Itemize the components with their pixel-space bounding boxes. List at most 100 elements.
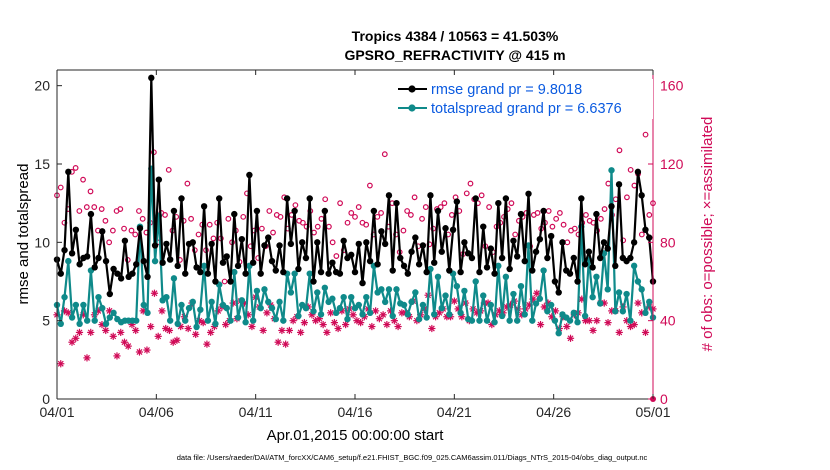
totalspread-point	[340, 293, 347, 301]
rmse-point	[566, 270, 574, 277]
asterisk-stroke	[207, 329, 214, 336]
rmse-point	[404, 270, 412, 277]
assimilated-obs-point	[641, 328, 650, 337]
rmse-point	[91, 264, 98, 271]
totalspread-point	[389, 312, 396, 320]
rmse-point	[189, 239, 196, 246]
rmse-point	[408, 248, 415, 255]
rmse-point	[483, 264, 491, 271]
totalspread-point	[642, 309, 649, 317]
assimilated-obs-point	[536, 320, 545, 329]
rmse-point	[544, 254, 551, 262]
y-tick-label: 15	[34, 156, 50, 172]
rmse-point	[359, 279, 366, 287]
possible-obs-point	[378, 210, 384, 216]
asterisk-stroke	[605, 319, 611, 326]
rmse-point	[495, 199, 502, 207]
rmse-point	[340, 237, 347, 244]
assimilated-obs-point	[259, 326, 267, 335]
rmse-point	[423, 268, 430, 276]
y2-tick-label: 0	[660, 391, 668, 407]
rmse-point	[457, 268, 464, 276]
legend: rmse grand pr = 9.8018 totalspread grand…	[395, 79, 653, 119]
possible-obs-point	[292, 202, 299, 209]
totalspread-point	[404, 311, 412, 318]
rmse-point	[336, 270, 344, 277]
rmse-point	[261, 242, 268, 249]
assimilated-obs-point	[323, 328, 331, 337]
rmse-point	[506, 265, 513, 273]
possible-obs-point	[467, 180, 474, 187]
totalspread-point	[381, 298, 389, 306]
asterisk-stroke	[368, 323, 375, 330]
possible-obs-point	[627, 166, 634, 173]
asterisk-stroke	[136, 349, 143, 355]
totalspread-point	[76, 320, 83, 327]
x-tick-label: 04/16	[337, 404, 372, 420]
possible-obs-point	[76, 208, 83, 214]
totalspread-point	[378, 286, 385, 293]
assimilated-obs-point	[192, 330, 200, 338]
rmse-point	[498, 254, 506, 262]
assimilated-obs-point	[342, 320, 350, 329]
rmse-point	[265, 234, 272, 241]
rmse-point	[461, 239, 468, 246]
rmse-point	[197, 268, 204, 276]
totalspread-point	[359, 311, 366, 318]
totalspread-point	[257, 304, 264, 312]
totalspread-point	[596, 300, 604, 307]
totalspread-point	[178, 301, 185, 309]
asterisk-stroke	[335, 325, 342, 332]
asterisk-stroke	[263, 309, 270, 316]
rmse-point	[246, 171, 253, 179]
possible-obs-point	[348, 210, 355, 216]
rmse-point	[517, 210, 525, 218]
asterisk-stroke	[350, 311, 357, 318]
rmse-point	[370, 207, 378, 215]
possible-obs-point	[128, 227, 135, 234]
y2-axis-label: # of obs: o=possible; ×=assimilated	[699, 117, 716, 352]
totalspread-point	[253, 287, 261, 295]
rmse-point	[182, 270, 189, 277]
assimilated-obs-point	[83, 354, 91, 362]
rmse-point	[427, 192, 434, 199]
totalspread-point	[612, 308, 619, 315]
rmse-point	[529, 267, 536, 274]
possible-obs-point	[225, 215, 232, 222]
totalspread-point	[638, 286, 645, 293]
totalspread-point	[287, 289, 295, 296]
possible-obs-point	[352, 213, 358, 220]
rmse-point	[510, 237, 517, 244]
rmse-point	[532, 248, 540, 255]
chart-subtitle: GPSRO_REFRACTIVITY @ 415 m	[344, 47, 565, 63]
rmse-point	[366, 257, 374, 265]
possible-obs-point	[560, 221, 567, 228]
rmse-point	[117, 275, 125, 282]
totalspread-point	[412, 289, 419, 296]
totalspread-point	[570, 309, 577, 317]
totalspread-point	[348, 293, 355, 301]
rmse-point	[291, 207, 298, 215]
possible-obs-point	[616, 147, 623, 154]
chart-title: Tropics 4384 / 10563 = 41.503%	[352, 28, 559, 44]
totalspread-point	[265, 298, 272, 306]
totalspread-point	[615, 289, 623, 296]
possible-obs-point	[102, 217, 109, 224]
totalspread-point	[555, 330, 562, 337]
rmse-point	[219, 259, 227, 266]
possible-obs-point	[553, 215, 560, 222]
assimilated-obs-point	[87, 328, 95, 337]
asterisk-stroke	[106, 307, 113, 314]
possible-obs-point	[411, 194, 418, 201]
asterisk-stroke	[353, 317, 360, 324]
possible-obs-point	[571, 225, 578, 232]
assimilated-obs-point	[533, 289, 541, 297]
totalspread-point	[133, 317, 140, 324]
assimilated-obs-point	[113, 352, 121, 360]
rmse-point	[106, 290, 114, 298]
totalspread-point	[174, 320, 181, 327]
rmse-point	[578, 195, 585, 202]
y2-tick-label: 160	[660, 78, 684, 94]
possible-obs-point	[98, 206, 105, 212]
